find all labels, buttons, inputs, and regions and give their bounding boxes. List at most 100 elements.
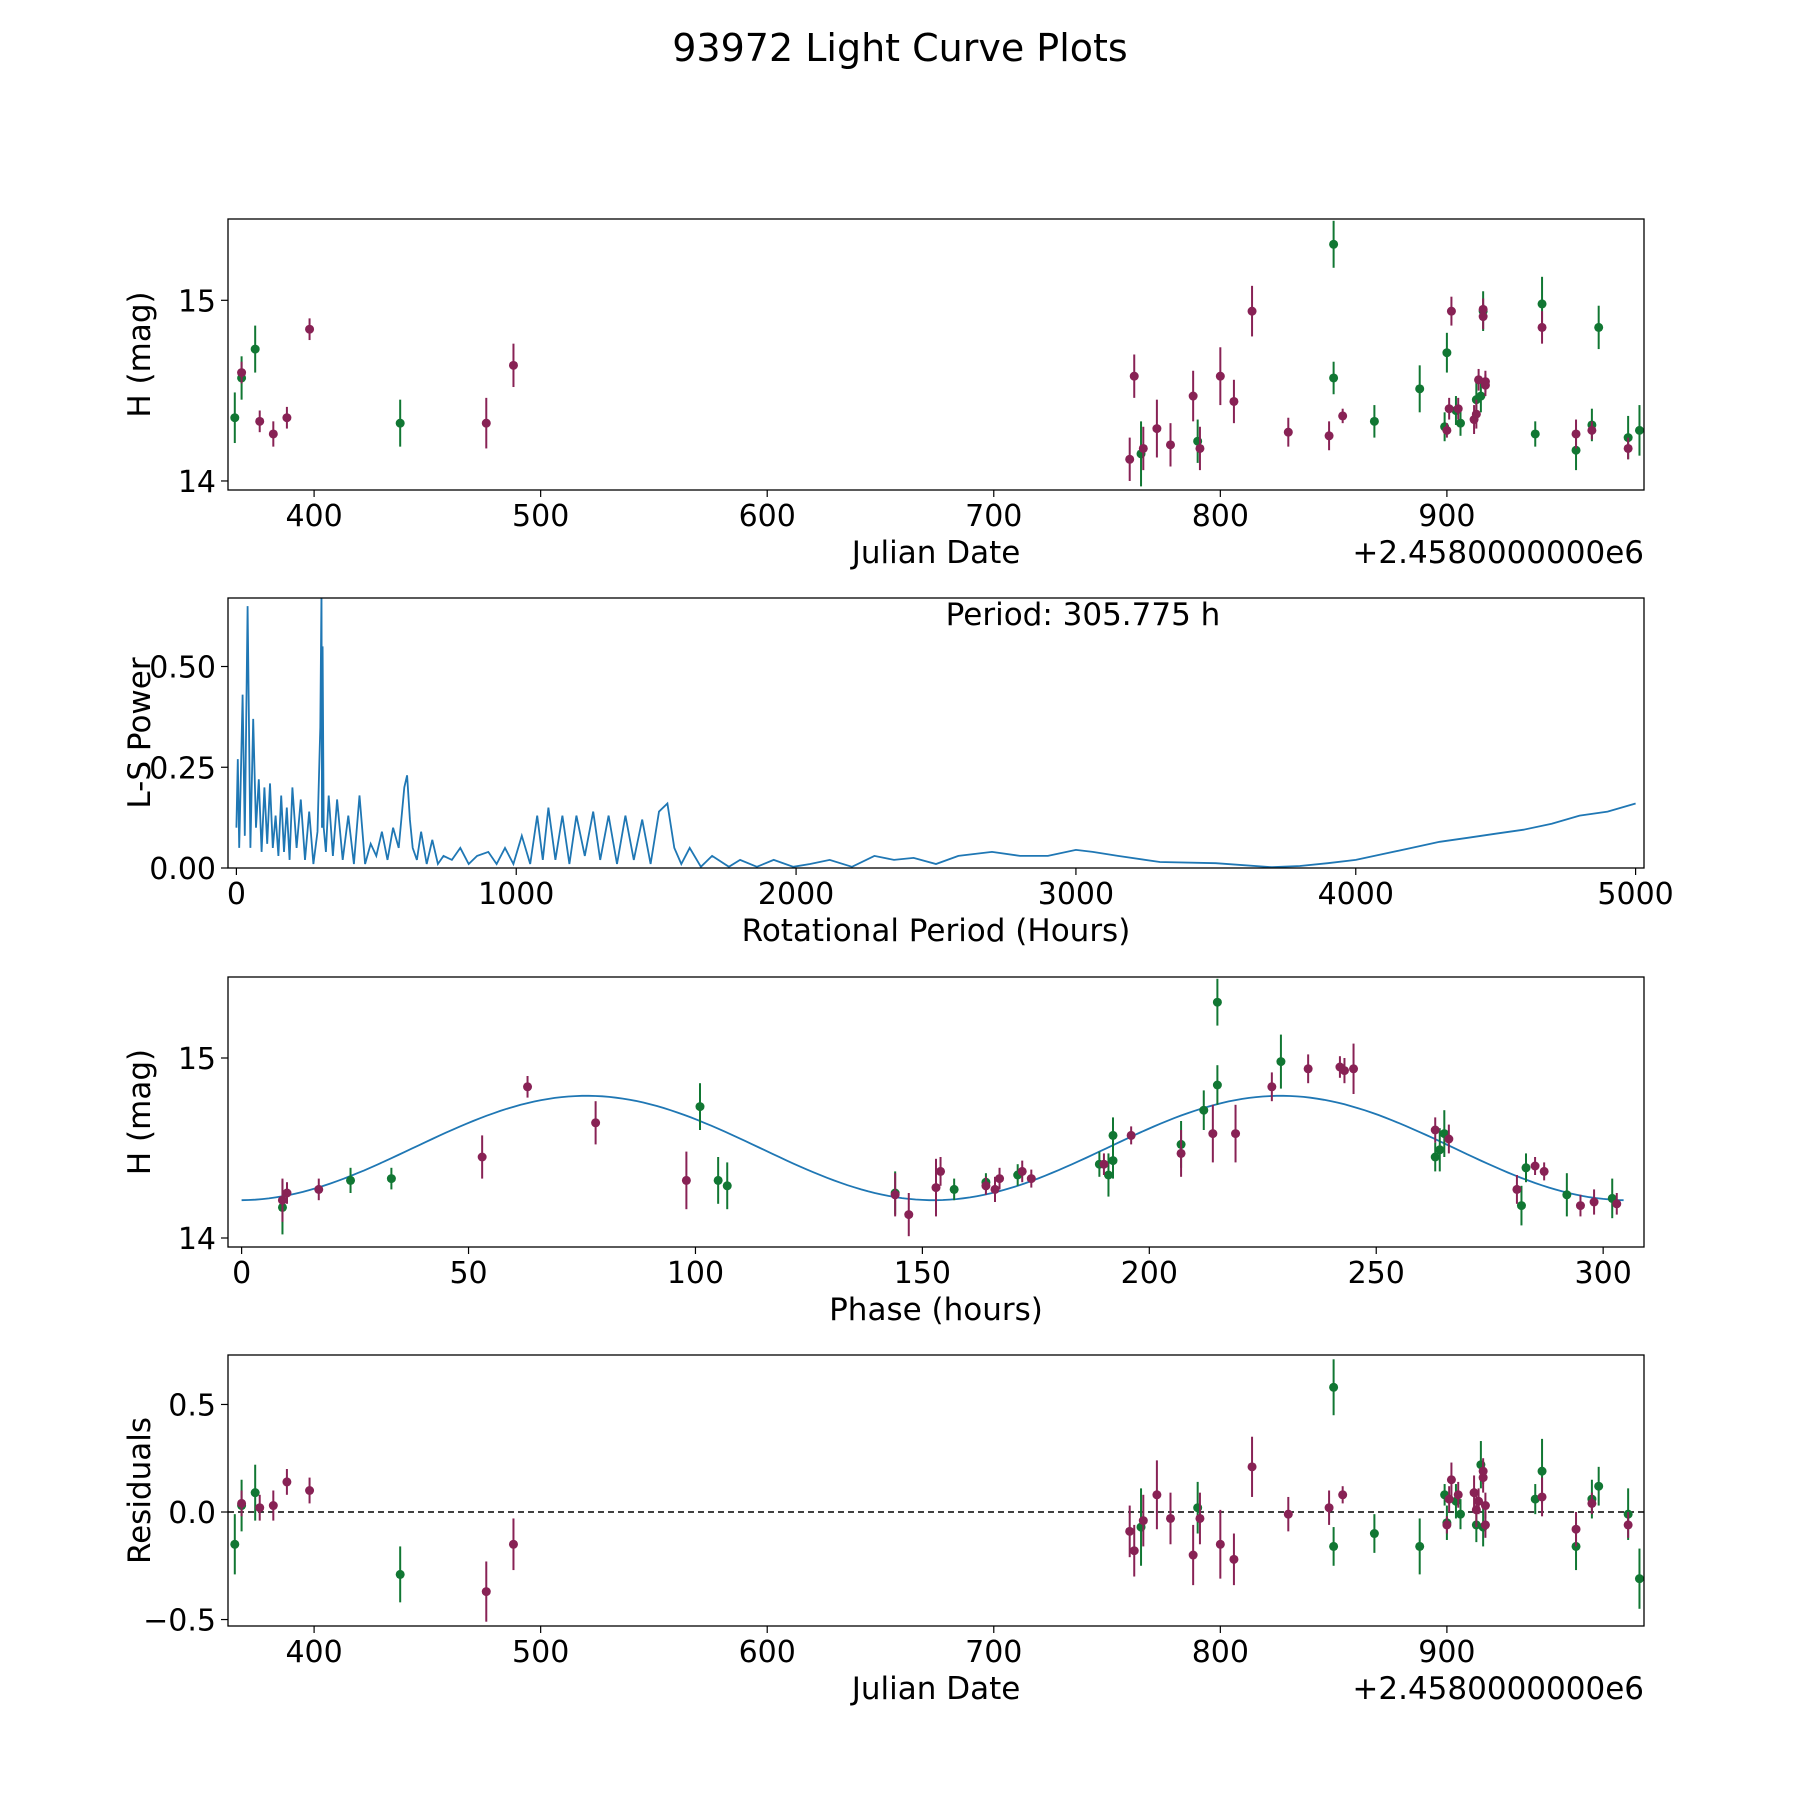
point-marker bbox=[1530, 429, 1540, 439]
data-point bbox=[1435, 1128, 1445, 1172]
point-marker bbox=[1521, 1163, 1531, 1173]
point-marker bbox=[681, 1175, 691, 1185]
x-tick-label: 1000 bbox=[478, 877, 554, 912]
point-marker bbox=[1329, 373, 1339, 383]
y-axis-label: H (mag) bbox=[122, 1049, 158, 1175]
data-point bbox=[1017, 1160, 1027, 1183]
data-point bbox=[282, 1468, 292, 1495]
data-point bbox=[1303, 1054, 1313, 1084]
data-point bbox=[1512, 1175, 1522, 1204]
point-marker bbox=[1231, 1129, 1241, 1139]
point-marker bbox=[695, 1102, 705, 1112]
point-marker bbox=[1152, 424, 1162, 434]
point-marker bbox=[1453, 404, 1463, 414]
point-marker bbox=[1444, 1134, 1454, 1144]
data-point bbox=[1126, 1126, 1136, 1145]
point-marker bbox=[481, 1587, 491, 1597]
data-point bbox=[481, 397, 491, 449]
point-marker bbox=[346, 1175, 356, 1185]
point-marker bbox=[1562, 1190, 1572, 1200]
point-marker bbox=[230, 1539, 240, 1549]
data-point bbox=[1138, 426, 1148, 471]
axes-frame bbox=[227, 1354, 1645, 1627]
point-marker bbox=[1247, 1462, 1257, 1472]
data-point bbox=[1349, 1043, 1359, 1094]
y-axis-label: L-S Power bbox=[122, 657, 158, 808]
data-point bbox=[230, 1514, 240, 1575]
data-point bbox=[1430, 1117, 1440, 1143]
point-marker bbox=[1571, 1524, 1581, 1534]
point-marker bbox=[305, 324, 315, 334]
point-marker bbox=[1589, 1197, 1599, 1207]
point-marker bbox=[1017, 1166, 1027, 1176]
point-marker bbox=[1208, 1129, 1218, 1139]
point-marker bbox=[1537, 1466, 1547, 1476]
axes-frame bbox=[227, 976, 1645, 1248]
period-annotation: Period: 305.775 h bbox=[946, 597, 1221, 633]
point-marker bbox=[1446, 1475, 1456, 1485]
point-marker bbox=[1478, 304, 1488, 314]
point-marker bbox=[508, 1539, 518, 1549]
data-point bbox=[277, 1178, 287, 1222]
point-marker bbox=[1474, 1496, 1484, 1506]
data-point bbox=[1446, 296, 1456, 326]
data-point bbox=[230, 392, 240, 444]
point-marker bbox=[314, 1184, 324, 1194]
point-marker bbox=[1571, 429, 1581, 439]
point-marker bbox=[250, 344, 260, 354]
point-marker bbox=[1430, 1152, 1440, 1162]
data-point bbox=[268, 421, 278, 447]
data-point bbox=[1152, 399, 1162, 458]
x-offset-label: +2.4580000000e6 bbox=[1352, 1671, 1644, 1707]
data-point bbox=[1453, 1481, 1463, 1508]
point-marker bbox=[481, 418, 491, 428]
data-point bbox=[1329, 1359, 1339, 1416]
data-point bbox=[1455, 1499, 1465, 1530]
axes-frame bbox=[227, 218, 1645, 491]
data-point bbox=[237, 1490, 247, 1517]
data-point bbox=[1369, 405, 1379, 438]
point-marker bbox=[1415, 384, 1425, 394]
point-marker bbox=[1476, 391, 1486, 401]
point-marker bbox=[1303, 1064, 1313, 1074]
data-point bbox=[237, 361, 247, 384]
data-point bbox=[1474, 368, 1484, 391]
x-tick-label: 600 bbox=[739, 499, 796, 534]
y-axis-label: Residuals bbox=[122, 1417, 158, 1564]
data-point bbox=[1455, 410, 1465, 436]
data-point bbox=[1594, 305, 1604, 350]
data-point bbox=[1188, 1524, 1198, 1586]
point-marker bbox=[1512, 1184, 1522, 1194]
data-point bbox=[346, 1167, 356, 1193]
y-tick-label: −0.5 bbox=[143, 1604, 216, 1639]
point-marker bbox=[277, 1195, 287, 1205]
data-point bbox=[282, 1182, 292, 1204]
point-marker bbox=[1339, 1066, 1349, 1076]
data-point bbox=[1442, 1516, 1452, 1534]
x-tick-label: 150 bbox=[894, 1256, 951, 1291]
point-marker bbox=[1471, 409, 1481, 419]
data-point bbox=[1247, 285, 1257, 337]
x-tick-label: 500 bbox=[512, 1635, 569, 1670]
data-point bbox=[1587, 421, 1597, 440]
point-marker bbox=[1575, 1201, 1585, 1211]
data-point bbox=[250, 1464, 260, 1521]
point-marker bbox=[1103, 1170, 1113, 1180]
figure-title: 93972 Light Curve Plots bbox=[672, 26, 1128, 70]
point-marker bbox=[713, 1175, 723, 1185]
x-tick-label: 400 bbox=[285, 499, 342, 534]
data-point bbox=[1195, 426, 1205, 471]
point-marker bbox=[1444, 404, 1454, 414]
data-point bbox=[1480, 370, 1490, 393]
point-marker bbox=[1442, 1520, 1452, 1530]
point-marker bbox=[1125, 1526, 1135, 1536]
point-marker bbox=[1026, 1174, 1036, 1184]
point-marker bbox=[1594, 1481, 1604, 1491]
panel-periodogram: 0 1000 2000 3000 4000 5000 0.00 0.25 0.50 Rotatio… bbox=[122, 597, 1674, 949]
data-point bbox=[722, 1162, 732, 1210]
data-point bbox=[1453, 397, 1463, 420]
point-marker bbox=[1474, 375, 1484, 385]
point-marker bbox=[1212, 997, 1222, 1007]
point-marker bbox=[1152, 1490, 1162, 1500]
x-axis-label: Phase (hours) bbox=[829, 1292, 1043, 1328]
